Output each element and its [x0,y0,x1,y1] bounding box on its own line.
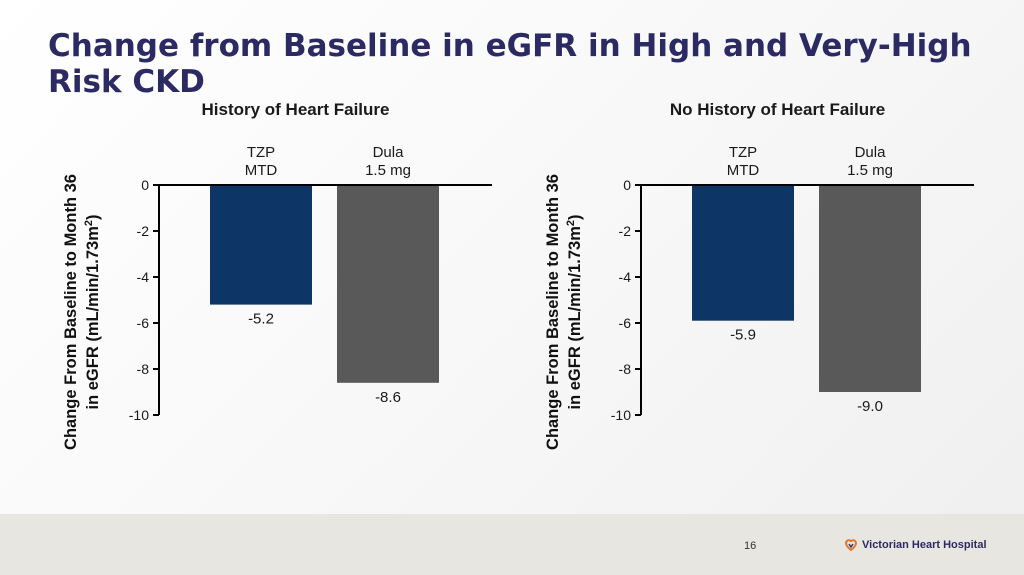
bar-value-label: -9.0 [857,398,883,415]
slide-title: Change from Baseline in eGFR in High and… [48,28,972,100]
chart-subtitle: History of Heart Failure [202,100,390,119]
y-tick-label: -2 [137,223,150,239]
y-tick-label: -2 [619,223,632,239]
category-label: Dula 1.5 mg [365,144,411,179]
y-tick-label: -8 [619,361,632,377]
y-tick-label: -6 [619,315,632,331]
chart-history-of-heart-failure: History of Heart Failure Change From Base… [40,95,520,475]
bar-dula [819,185,921,392]
category-label: TZP MTD [727,144,760,179]
y-tick-label: -6 [137,315,150,331]
chart-no-history-of-heart-failure: No History of Heart Failure Change From B… [522,95,1002,475]
y-tick-label: -4 [619,269,632,285]
category-label: TZP MTD [245,144,278,179]
y-tick-label: 0 [623,177,631,193]
y-tick-label: -10 [129,407,149,423]
bar-value-label: -5.2 [248,311,274,328]
bar-dula [337,185,439,383]
bar-chart-left: History of Heart Failure Change From Base… [62,100,492,450]
chart-subtitle: No History of Heart Failure [670,100,885,119]
y-axis-label: Change From Baseline to Month 36 in eGFR … [544,174,584,450]
bar-chart-right: No History of Heart Failure Change From B… [544,100,974,450]
y-tick-label: -10 [611,407,631,423]
bar-tzp [210,185,312,305]
hospital-logo: Victorian Heart Hospital [844,538,987,552]
y-tick-label: -8 [137,361,150,377]
y-tick-label: 0 [141,177,149,193]
bar-value-label: -8.6 [375,389,401,406]
y-tick-label: -4 [137,269,150,285]
page-number: 16 [744,540,757,552]
heart-logo-icon [845,539,857,552]
logo-text: Victorian Heart Hospital [862,539,987,551]
category-label: Dula 1.5 mg [847,144,893,179]
y-axis-label: Change From Baseline to Month 36 in eGFR … [62,174,102,450]
bar-tzp [692,185,794,321]
bar-value-label: -5.9 [730,327,756,344]
